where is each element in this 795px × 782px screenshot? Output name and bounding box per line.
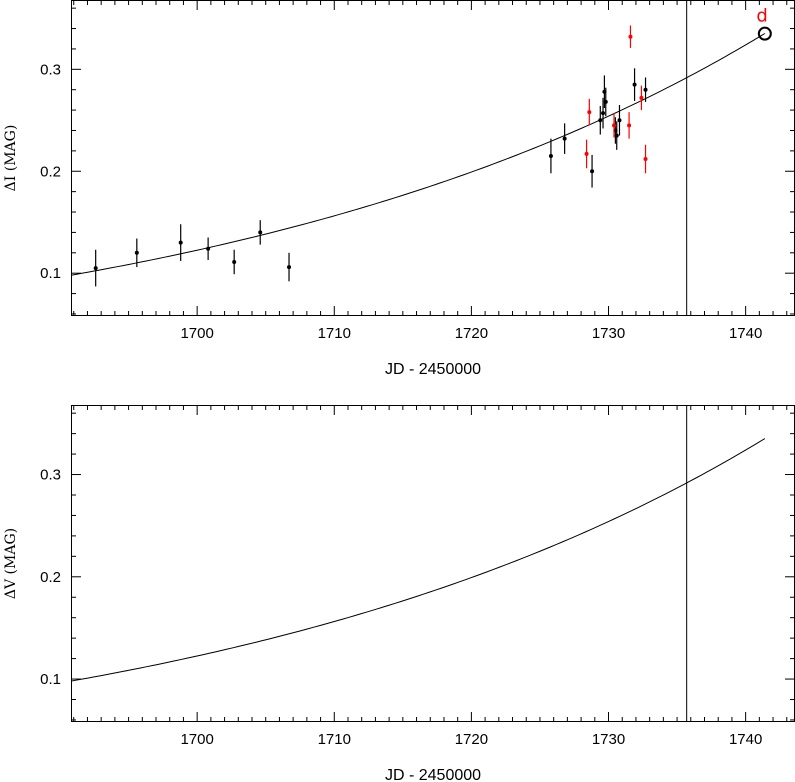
open-circle-marker (757, 26, 772, 41)
data-point (643, 157, 648, 162)
y-axis-title: ΔV (MAG) (3, 528, 19, 599)
data-point (601, 111, 606, 116)
data-point (639, 95, 644, 100)
data-point (617, 118, 622, 123)
x-tick-label: 1730 (592, 731, 625, 748)
data-point (598, 118, 603, 123)
x-tick-label: 1700 (180, 731, 213, 748)
data-point (232, 259, 237, 264)
plot-frame (71, 405, 795, 722)
x-axis-title: JD - 2450000 (385, 767, 481, 782)
data-point (134, 250, 139, 255)
annotation-label: d (756, 5, 767, 26)
x-tick-label: 1720 (455, 325, 488, 342)
x-tick-label: 1710 (318, 325, 351, 342)
data-point (206, 246, 211, 251)
data-point (612, 123, 616, 128)
top-panel: 1700 1710 1720 1730 1740 0.1 0.2 0.3 JD - 245000… (3, 0, 795, 378)
data-point (562, 136, 567, 141)
y-axis-title: ΔI (MAG) (3, 125, 19, 192)
data-point (627, 123, 632, 128)
data-point (258, 230, 263, 235)
model-curve (70, 33, 766, 276)
y-tick-label: 0.2 (40, 569, 61, 586)
data-point (628, 34, 633, 39)
data-point (584, 151, 589, 156)
y-tick-label: 0.3 (40, 61, 61, 78)
y-tick-label: 0.1 (40, 671, 61, 688)
x-tick-label: 1740 (729, 325, 762, 342)
data-point (587, 110, 592, 115)
data-point (178, 240, 183, 245)
x-tick-label: 1710 (318, 731, 351, 748)
y-tick-label: 0.3 (40, 467, 61, 484)
data-point (590, 169, 595, 174)
data-point (603, 99, 608, 104)
x-tick-label: 1720 (455, 731, 488, 748)
x-tick-label: 1730 (592, 325, 625, 342)
data-point (632, 82, 637, 87)
data-point (287, 265, 292, 270)
y-tick-label: 0.2 (40, 163, 61, 180)
data-point (548, 153, 553, 158)
model-curve (70, 438, 766, 682)
plot-frame (71, 0, 795, 316)
data-point (614, 133, 619, 138)
x-tick-label: 1700 (180, 325, 213, 342)
x-axis-title: JD - 2450000 (385, 361, 481, 378)
x-tick-label: 1740 (729, 731, 762, 748)
data-point (93, 266, 98, 271)
bottom-panel: 1700 1710 1720 1730 1740 0.1 0.2 0.3 JD - 245000… (3, 405, 795, 782)
y-tick-label: 0.1 (40, 265, 61, 282)
data-point (643, 87, 648, 92)
